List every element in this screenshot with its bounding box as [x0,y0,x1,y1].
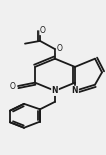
Text: O: O [40,26,46,35]
Text: O: O [56,44,62,53]
Text: N: N [52,86,58,95]
Text: N: N [72,86,78,95]
Text: O: O [9,82,15,91]
